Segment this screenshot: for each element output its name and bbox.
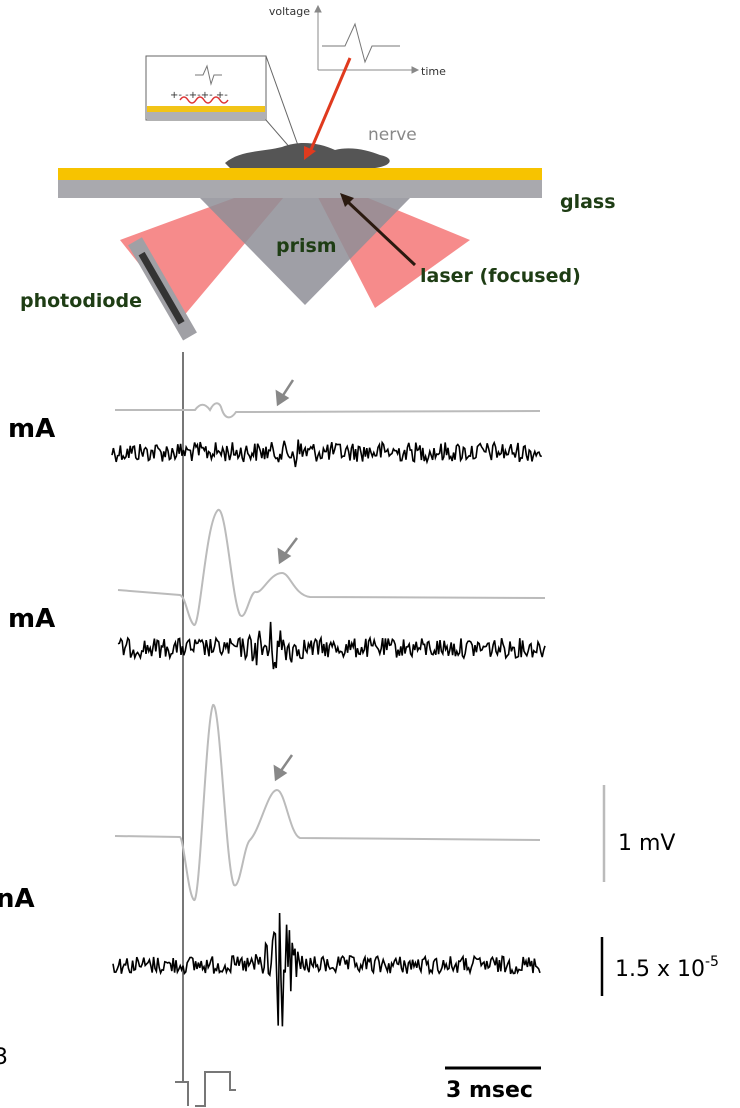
laser-arrow (346, 200, 417, 267)
optical-trace (111, 439, 543, 468)
photodiode-label: photodiode (20, 290, 142, 312)
electrical-trace (115, 402, 541, 419)
probe-arrowhead (304, 146, 316, 160)
stimulus-pulse (175, 1071, 236, 1107)
glass-label: glass (560, 191, 616, 213)
voltage-axis-label: voltage (269, 5, 310, 18)
electrical-trace (117, 508, 546, 627)
time-axis-label: time (421, 65, 446, 78)
prism (200, 198, 410, 305)
magnified-inset: +- -+-+- +- (145, 55, 306, 166)
laser-label: laser (focused) (420, 265, 581, 287)
peak-arrows (273, 379, 298, 782)
svg-text:+- -+-+- +-: +- -+-+- +- (170, 90, 228, 101)
trace-label: nA (0, 884, 35, 914)
time-scale-label: 3 msec (446, 1078, 533, 1103)
signal-scale-base: 1.5 x 10 (615, 957, 705, 982)
panel-label: 3 (0, 1045, 8, 1070)
nerve-label: nerve (368, 125, 417, 145)
optical-traces (111, 439, 546, 1027)
prism-label: prism (276, 235, 337, 257)
electrical-traces (114, 402, 546, 902)
laser-arrowhead (340, 193, 354, 207)
trace-label: mA (8, 414, 55, 444)
glass (58, 180, 542, 198)
voltage-inset (314, 4, 420, 74)
signal-scale-exponent: -5 (705, 954, 719, 970)
optical-trace (112, 912, 541, 1027)
photodiode (128, 237, 197, 341)
probe-arrow (308, 57, 352, 153)
signal-scale-label: 1.5 x 10-5 (615, 954, 719, 982)
trace-label: mA (8, 604, 55, 634)
electrical-trace (114, 703, 541, 902)
optical-trace (117, 621, 546, 670)
voltage-scale-label: 1 mV (618, 831, 675, 856)
gold-film (58, 168, 542, 180)
